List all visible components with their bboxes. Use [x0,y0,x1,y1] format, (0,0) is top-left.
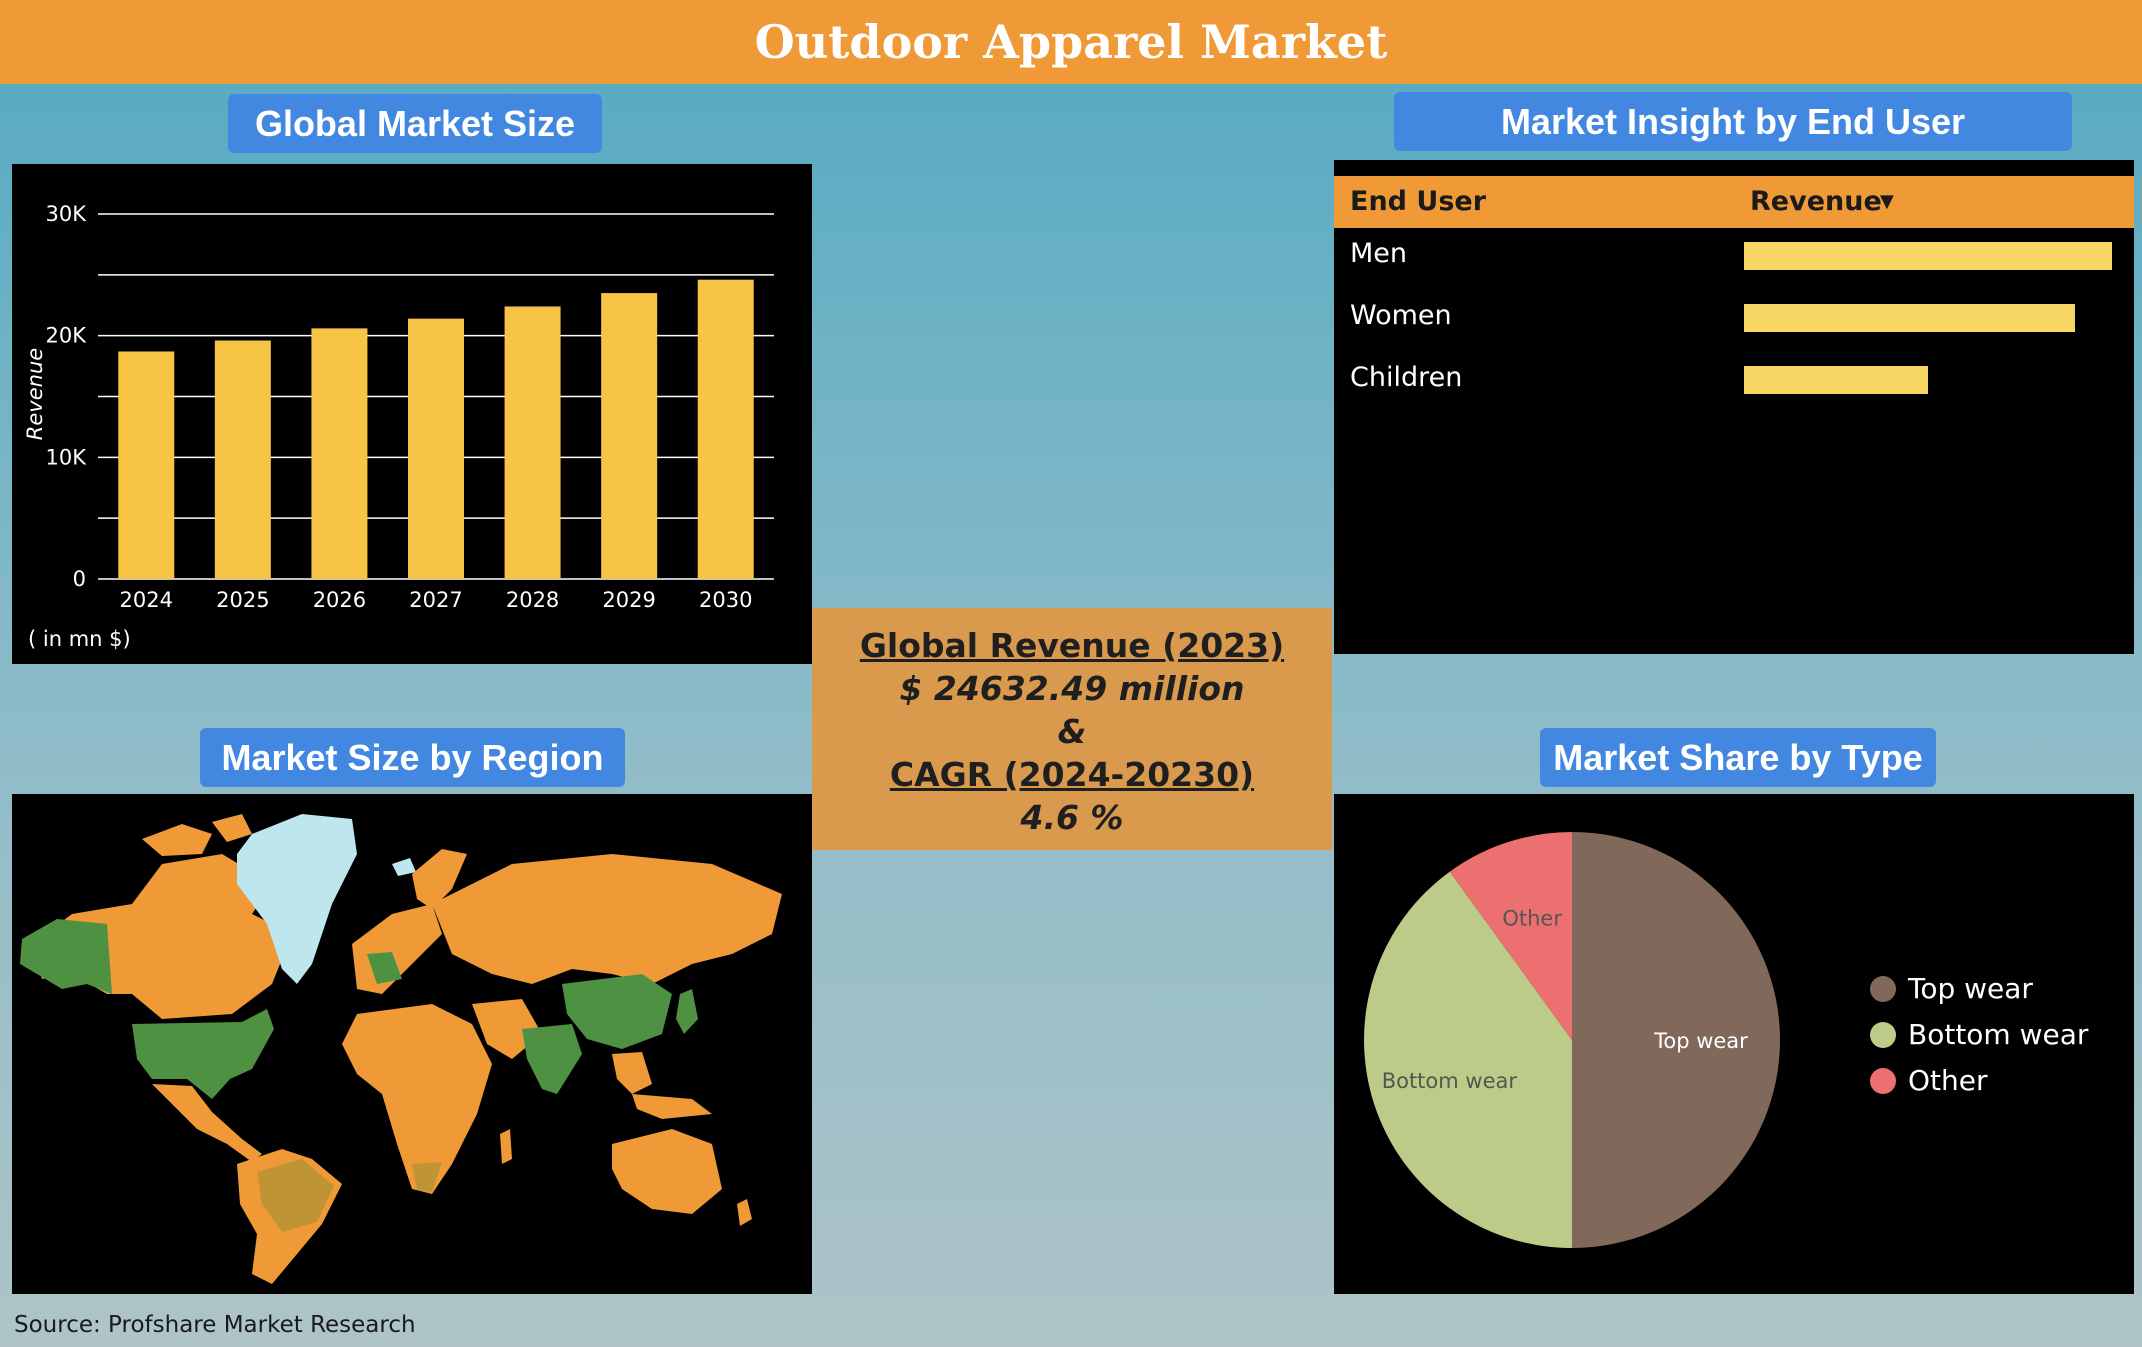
pie-slice-other[interactable] [1449,832,1572,1040]
cagr-heading: CAGR (2024-20230) [889,755,1255,794]
end-user-revenue-bar[interactable] [1744,304,2076,332]
pie-slice-top-wear[interactable] [1572,832,1780,1248]
bar-2026[interactable] [311,328,368,579]
y-tick-label: 20K [46,324,88,348]
end-user-label: Children [1350,362,1463,393]
asia-region [432,854,782,984]
end-user-label: Women [1350,300,1452,331]
x-tick-label: 2024 [120,588,173,612]
sort-desc-icon[interactable]: ▼ [1880,191,1894,212]
y-tick-label: 30K [46,202,88,226]
legend-label: Bottom wear [1908,1018,2089,1051]
japan-region [676,989,698,1034]
legend-label: Top wear [1908,972,2033,1005]
page-title: Outdoor Apparel Market [754,15,1388,69]
end-user-title: Market Insight by End User [1394,92,2072,151]
global-revenue-value: $ 24632.49 million [899,669,1245,708]
x-tick-label: 2027 [409,588,462,612]
pie-slice-label: Bottom wear [1382,1069,1518,1093]
ampersand: & [1057,712,1087,751]
bar-2025[interactable] [214,340,271,579]
legend-swatch [1870,975,1896,1002]
type-share-pie-chart: Top wear Bottom wear Other [1364,832,1780,1248]
bar-2028[interactable] [504,306,561,579]
alaska-region [20,919,112,994]
bar-2029[interactable] [601,293,658,579]
brazil-region [257,1159,334,1232]
europe-region [352,904,442,994]
end-user-revenue-bar[interactable] [1744,242,2112,270]
type-title: Market Share by Type [1540,728,1936,787]
region-map-panel [12,794,812,1294]
source-note: Source: Profshare Market Research [14,1312,416,1338]
bar-2024[interactable] [118,351,175,579]
x-tick-label: 2030 [699,588,752,612]
column-header-revenue[interactable]: Revenue [1750,186,1882,217]
pie-slice-bottom-wear[interactable] [1364,871,1572,1248]
africa-region [342,1004,492,1194]
usa-region [132,1009,274,1099]
y-tick-label: 10K [46,445,88,469]
legend-swatch [1870,1067,1896,1094]
pie-slice-label: Top wear [1653,1029,1748,1053]
x-tick-label: 2025 [216,588,269,612]
india-region [522,1024,582,1094]
legend-swatch [1870,1021,1896,1048]
legend-item[interactable]: Top wear [1870,972,2033,1005]
cagr-value: 4.6 % [1020,798,1124,837]
x-tick-label: 2026 [313,588,366,612]
global-revenue-heading: Global Revenue (2023) [859,626,1285,665]
pie-slice-label: Other [1502,906,1562,930]
world-map [20,814,782,1284]
header-bar: Outdoor Apparel Market [0,0,2142,84]
y-axis-label: Revenue [23,348,47,440]
end-user-panel: End User Revenue ▼ Men Women Children [1334,160,2134,654]
global-market-size-title: Global Market Size [228,94,602,153]
bar-2027[interactable] [408,318,464,579]
unit-note: ( in mn $) [28,627,131,651]
summary-box: Global Revenue (2023) $ 24632.49 million… [812,608,1332,850]
bar-2030[interactable] [697,279,754,579]
legend-label: Other [1908,1064,1988,1097]
end-user-label: Men [1350,238,1408,269]
x-tick-label: 2029 [602,588,655,612]
greenland-region [237,814,357,984]
australia-region [612,1129,722,1214]
legend-item[interactable]: Other [1870,1064,1988,1097]
y-tick-label: 0 [73,567,86,591]
type-share-panel: Top wear Bottom wear Other Top wear Bottom … [1334,794,2134,1294]
end-user-revenue-bar[interactable] [1744,366,1928,394]
x-tick-label: 2028 [506,588,559,612]
region-title: Market Size by Region [200,728,625,787]
china-region [562,974,672,1049]
market-size-chart-panel: 0 10K 20K 30K 2024 2025 2026 2027 2028 2029 2030 … [12,164,812,664]
legend-item[interactable]: Bottom wear [1870,1018,2088,1051]
table-header: End User Revenue ▼ [1334,176,2134,228]
column-header-end-user[interactable]: End User [1350,186,1487,217]
